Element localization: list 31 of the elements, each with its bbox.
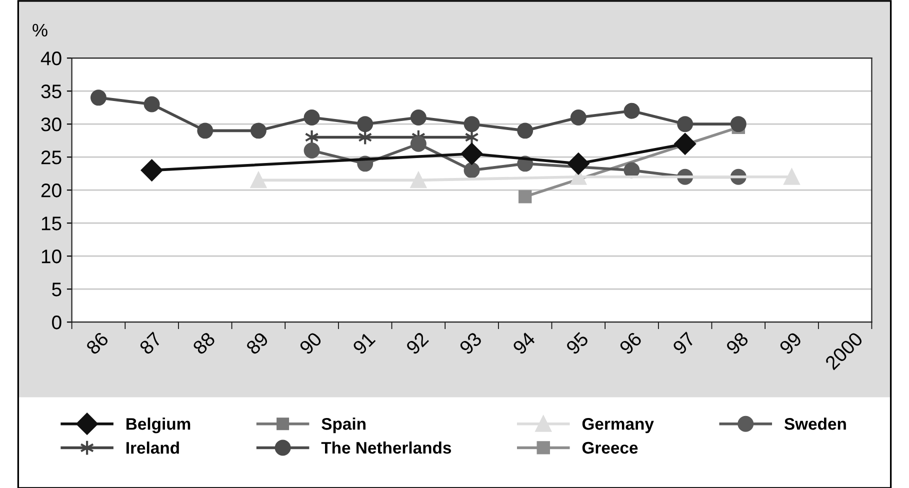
- x-tick-label: 87: [138, 331, 162, 356]
- x-tick-label: 93: [458, 331, 483, 356]
- y-tick-label: 20: [41, 184, 62, 198]
- x-tick-label: 91: [352, 331, 376, 356]
- x-tick-label: 95: [565, 331, 590, 356]
- legend-label: Greece: [582, 442, 638, 454]
- x-tick-label: 96: [618, 331, 642, 356]
- x-tick-label: 97: [672, 331, 696, 356]
- x-tick-label: 98: [725, 331, 750, 356]
- x-tick-label: 89: [245, 331, 270, 356]
- y-axis-title: %: [32, 24, 48, 36]
- y-tick-label: 15: [42, 216, 62, 230]
- y-tick-label: 40: [40, 52, 62, 66]
- legend-label: Germany: [582, 418, 654, 434]
- x-tick-label: 88: [192, 331, 216, 356]
- y-tick-label: 25: [41, 150, 62, 164]
- y-tick-label: 35: [41, 84, 62, 98]
- x-tick-label: 90: [298, 331, 323, 356]
- legend-label: The Netherlands: [321, 441, 452, 454]
- legend-label: Belgium: [126, 418, 190, 434]
- x-tick-label: 99: [778, 331, 802, 356]
- legend-label: Ireland: [126, 442, 179, 454]
- y-tick-label: 5: [52, 282, 62, 296]
- y-tick-label: 0: [52, 316, 62, 330]
- y-tick-label: 30: [41, 118, 62, 132]
- x-tick-label: 94: [512, 331, 536, 356]
- y-tick-label: 10: [42, 250, 62, 264]
- legend-label: Spain: [322, 418, 366, 434]
- x-tick-label: 92: [405, 331, 430, 356]
- x-tick-label: 86: [85, 331, 110, 356]
- legend-label: Sweden: [784, 418, 846, 430]
